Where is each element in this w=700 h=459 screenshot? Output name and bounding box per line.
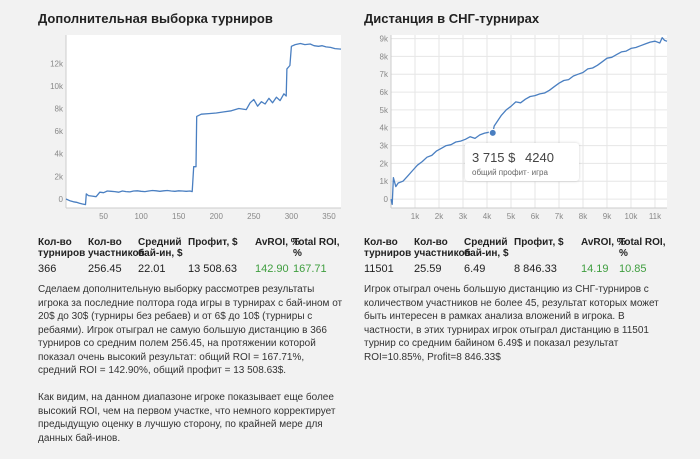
right-y-tick-label: 2k bbox=[380, 159, 389, 168]
left-description: Сделаем дополнительную выборку рассмотре… bbox=[38, 283, 343, 459]
left-stat-value: 22.01 bbox=[138, 263, 166, 275]
right-stat-value: 6.49 bbox=[464, 263, 486, 275]
left-x-tick-label: 200 bbox=[210, 212, 224, 221]
left-x-tick-label: 100 bbox=[134, 212, 148, 221]
right-x-tick-label: 5k bbox=[507, 212, 516, 221]
left-stat-4: AvROI, % 142.90 bbox=[255, 237, 300, 275]
right-stat-5: Total ROI, % 10.85 bbox=[619, 237, 666, 275]
left-y-tick-label: 12k bbox=[50, 59, 64, 68]
left-stat-value: 167.71 bbox=[293, 263, 327, 275]
right-chart-title: Дистанция в СНГ-турнирах bbox=[364, 11, 540, 26]
left-chart-title: Дополнительная выборка турниров bbox=[38, 11, 273, 26]
left-y-tick-label: 10k bbox=[50, 82, 64, 91]
right-x-tick-label: 10k bbox=[625, 212, 639, 221]
right-stat-value: 25.59 bbox=[414, 263, 442, 275]
right-stat-header: Профит, $ bbox=[514, 237, 564, 248]
left-y-tick-label: 6k bbox=[55, 127, 64, 136]
tooltip-games: 4240 bbox=[525, 150, 554, 165]
chart-tooltip: 3 715 $ 4240 общий профит· игра bbox=[465, 143, 579, 181]
left-x-tick-label: 300 bbox=[285, 212, 299, 221]
right-paragraph-0: Игрок отыграл очень большую дистанцию из… bbox=[364, 284, 659, 363]
right-y-tick-label: 1k bbox=[380, 177, 389, 186]
right-y-tick-label: 6k bbox=[380, 88, 389, 97]
left-stat-value: 142.90 bbox=[255, 263, 289, 275]
left-paragraph-1: Как видим, на данном диапазоне игроке по… bbox=[38, 392, 336, 444]
tooltip-profit: 3 715 $ bbox=[472, 150, 516, 165]
right-x-tick-label: 3k bbox=[459, 212, 468, 221]
right-stat-3: Профит, $ 8 846.33 bbox=[514, 237, 564, 275]
right-y-tick-label: 4k bbox=[380, 124, 389, 133]
left-stat-header: Total ROI, % bbox=[293, 237, 340, 259]
left-stat-header: Кол-во турниров bbox=[38, 237, 86, 259]
right-description: Игрок отыграл очень большую дистанцию из… bbox=[364, 283, 669, 378]
right-stat-value: 8 846.33 bbox=[514, 263, 557, 275]
left-chart: 0 2k 4k 6k 8k 10k 12k 50 100 150 200 250 300 350 bbox=[50, 35, 342, 221]
right-x-tick-label: 6k bbox=[531, 212, 540, 221]
right-stat-header: Кол-во участников bbox=[414, 237, 471, 259]
right-chart: 0 1k 2k 3k 4k 5k 6k 7k 8k 9k 1k 2k 3k 4k 5k 6k 7k 8k 9k 10k… bbox=[380, 35, 668, 221]
right-y-tick-label: 9k bbox=[380, 35, 389, 44]
left-stat-2: Средний бай-ин, $ 22.01 bbox=[138, 237, 183, 275]
right-stat-header: Средний бай-ин, $ bbox=[464, 237, 509, 259]
right-x-tick-label: 2k bbox=[435, 212, 444, 221]
right-x-tick-label: 1k bbox=[411, 212, 420, 221]
left-y-tick-label: 2k bbox=[55, 172, 64, 181]
right-x-tick-label: 8k bbox=[579, 212, 588, 221]
right-stat-2: Средний бай-ин, $ 6.49 bbox=[464, 237, 509, 275]
left-stat-5: Total ROI, % 167.71 bbox=[293, 237, 340, 275]
right-x-tick-label: 4k bbox=[483, 212, 492, 221]
left-x-tick-label: 50 bbox=[99, 212, 108, 221]
left-stat-value: 13 508.63 bbox=[188, 263, 237, 275]
left-stat-header: Средний бай-ин, $ bbox=[138, 237, 183, 259]
left-x-tick-label: 350 bbox=[322, 212, 336, 221]
right-y-tick-label: 0 bbox=[384, 195, 389, 204]
right-y-tick-label: 8k bbox=[380, 52, 389, 61]
right-y-tick-label: 5k bbox=[380, 106, 389, 115]
right-stat-1: Кол-во участников 25.59 bbox=[414, 237, 471, 275]
right-y-tick-label: 7k bbox=[380, 70, 389, 79]
left-stat-header: AvROI, % bbox=[255, 237, 300, 248]
left-stat-header: Кол-во участников bbox=[88, 237, 145, 259]
left-stat-0: Кол-во турниров 366 bbox=[38, 237, 86, 275]
left-stat-value: 366 bbox=[38, 263, 57, 275]
right-series-line bbox=[390, 37, 668, 206]
right-plot-area bbox=[391, 35, 667, 208]
right-stat-0: Кол-во турниров 11501 bbox=[364, 237, 412, 275]
right-stat-value: 14.19 bbox=[581, 263, 609, 275]
right-stat-value: 11501 bbox=[364, 263, 394, 275]
right-stat-header: Total ROI, % bbox=[619, 237, 666, 259]
left-y-tick-label: 0 bbox=[59, 195, 64, 204]
left-y-tick-label: 8k bbox=[55, 104, 64, 113]
right-x-tick-label: 7k bbox=[555, 212, 564, 221]
left-y-tick-label: 4k bbox=[55, 150, 64, 159]
left-series-line bbox=[65, 42, 342, 206]
left-stat-1: Кол-во участников 256.45 bbox=[88, 237, 145, 275]
right-y-tick-label: 3k bbox=[380, 142, 389, 151]
right-x-tick-label: 11k bbox=[649, 212, 662, 221]
right-stat-value: 10.85 bbox=[619, 263, 647, 275]
left-stat-3: Профит, $ 13 508.63 bbox=[188, 237, 238, 275]
left-x-tick-label: 250 bbox=[247, 212, 261, 221]
right-stat-header: AvROI, % bbox=[581, 237, 626, 248]
right-stat-4: AvROI, % 14.19 bbox=[581, 237, 626, 275]
right-x-tick-label: 9k bbox=[603, 212, 612, 221]
left-stat-value: 256.45 bbox=[88, 263, 122, 275]
left-stat-header: Профит, $ bbox=[188, 237, 238, 248]
right-stat-header: Кол-во турниров bbox=[364, 237, 412, 259]
tooltip-label: общий профит· игра bbox=[472, 168, 548, 177]
left-plot-area bbox=[66, 35, 341, 208]
left-paragraph-0: Сделаем дополнительную выборку рассмотре… bbox=[38, 284, 343, 376]
left-x-tick-label: 150 bbox=[172, 212, 186, 221]
right-highlight-point bbox=[488, 128, 497, 137]
